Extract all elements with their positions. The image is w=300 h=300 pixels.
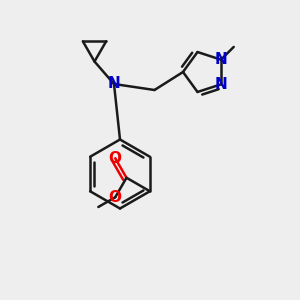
Text: N: N [214, 77, 227, 92]
Text: O: O [109, 190, 122, 205]
Text: N: N [108, 76, 120, 92]
Text: N: N [214, 52, 227, 67]
Text: O: O [109, 151, 122, 166]
